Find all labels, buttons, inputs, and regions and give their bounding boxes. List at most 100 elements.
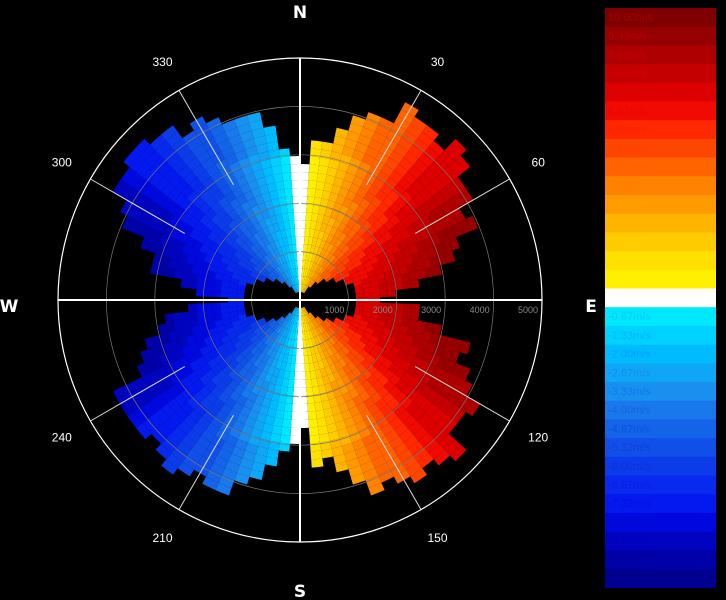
velocity-bin bbox=[397, 409, 412, 423]
velocity-bin bbox=[300, 188, 308, 197]
velocity-bin bbox=[240, 348, 250, 358]
angle-label: 300 bbox=[52, 156, 72, 170]
velocity-bin bbox=[199, 244, 210, 255]
velocity-bin bbox=[312, 386, 320, 396]
velocity-bin bbox=[213, 252, 224, 262]
velocity-bin bbox=[250, 161, 263, 173]
velocity-bin bbox=[369, 312, 379, 320]
velocity-bin bbox=[293, 307, 298, 315]
velocity-bin bbox=[320, 392, 329, 402]
velocity-bin bbox=[188, 310, 198, 320]
velocity-bin bbox=[305, 323, 309, 332]
velocity-bin bbox=[429, 353, 441, 367]
colorbar-label: 10.00m/s bbox=[608, 12, 654, 24]
velocity-bin bbox=[302, 331, 306, 340]
velocity-bin bbox=[438, 398, 453, 414]
velocity-bin bbox=[465, 215, 478, 232]
velocity-bin bbox=[399, 360, 411, 372]
velocity-bin bbox=[277, 247, 284, 257]
velocity-bin bbox=[333, 177, 344, 188]
velocity-bin bbox=[216, 369, 228, 381]
velocity-bin bbox=[313, 246, 320, 255]
velocity-bin bbox=[270, 340, 278, 350]
velocity-bin bbox=[326, 167, 338, 177]
velocity-bin bbox=[120, 167, 137, 184]
velocity-bin bbox=[234, 353, 245, 364]
velocity-bin bbox=[222, 275, 232, 283]
velocity-bin bbox=[369, 256, 380, 265]
velocity-bin bbox=[286, 253, 292, 262]
velocity-bin bbox=[341, 179, 353, 191]
velocity-bin bbox=[244, 172, 257, 184]
velocity-bin bbox=[316, 343, 323, 353]
velocity-bin bbox=[275, 376, 284, 387]
velocity-bin bbox=[383, 380, 396, 393]
velocity-bin bbox=[196, 339, 207, 350]
velocity-bin bbox=[193, 391, 206, 404]
velocity-bin bbox=[363, 245, 373, 256]
velocity-bin bbox=[300, 220, 306, 229]
velocity-bin bbox=[445, 388, 460, 403]
velocity-bin bbox=[341, 146, 355, 158]
colorbar-cell bbox=[605, 419, 716, 439]
velocity-bin bbox=[159, 233, 171, 247]
velocity-bin bbox=[333, 453, 347, 465]
velocity-bin bbox=[223, 270, 234, 278]
velocity-bin bbox=[329, 345, 338, 355]
velocity-bin bbox=[248, 435, 261, 447]
velocity-bin bbox=[374, 462, 391, 476]
velocity-bin bbox=[411, 303, 420, 313]
velocity-bin bbox=[136, 423, 152, 440]
velocity-bin bbox=[224, 191, 237, 203]
velocity-bin bbox=[140, 388, 155, 403]
velocity-bin bbox=[273, 342, 281, 352]
velocity-bin bbox=[273, 206, 282, 216]
velocity-bin bbox=[384, 410, 398, 423]
velocity-bin bbox=[311, 353, 318, 363]
velocity-bin bbox=[333, 332, 342, 341]
velocity-bin bbox=[365, 385, 378, 398]
velocity-bin bbox=[277, 317, 285, 325]
velocity-bin bbox=[227, 408, 240, 421]
velocity-bin bbox=[266, 243, 274, 253]
velocity-bin bbox=[176, 144, 192, 159]
velocity-bin bbox=[262, 226, 271, 237]
velocity-bin bbox=[403, 434, 419, 449]
velocity-bin bbox=[346, 457, 361, 470]
velocity-bin bbox=[239, 183, 252, 194]
velocity-bin bbox=[459, 340, 471, 355]
velocity-bin bbox=[277, 343, 284, 353]
velocity-bin bbox=[330, 380, 339, 391]
velocity-bin bbox=[283, 262, 290, 271]
velocity-bin bbox=[237, 259, 247, 268]
velocity-bin bbox=[228, 427, 242, 439]
velocity-bin bbox=[350, 348, 360, 358]
velocity-bin bbox=[337, 427, 350, 439]
velocity-bin bbox=[269, 190, 279, 200]
velocity-bin bbox=[305, 339, 310, 348]
velocity-bin bbox=[206, 270, 217, 279]
spoke-line bbox=[366, 415, 422, 510]
velocity-bin bbox=[215, 482, 232, 496]
velocity-bin bbox=[295, 228, 300, 237]
colorbar-cell bbox=[605, 288, 716, 308]
velocity-bin bbox=[173, 347, 185, 360]
velocity-bin bbox=[236, 293, 245, 298]
velocity-bin bbox=[379, 404, 393, 417]
velocity-bin bbox=[227, 220, 239, 231]
velocity-bin bbox=[232, 401, 244, 413]
velocity-bin bbox=[285, 362, 292, 372]
velocity-bin bbox=[334, 461, 349, 473]
velocity-bin bbox=[270, 250, 278, 260]
velocity-bin bbox=[168, 258, 179, 269]
velocity-bin bbox=[318, 433, 330, 443]
velocity-bin bbox=[304, 260, 309, 269]
velocity-bin bbox=[247, 391, 258, 403]
velocity-bin bbox=[338, 337, 348, 346]
velocity-bin bbox=[249, 334, 259, 343]
velocity-bin bbox=[313, 393, 322, 403]
velocity-bin bbox=[363, 292, 372, 298]
velocity-bin bbox=[377, 374, 390, 387]
velocity-bin bbox=[188, 177, 203, 191]
velocity-bin bbox=[322, 349, 330, 359]
